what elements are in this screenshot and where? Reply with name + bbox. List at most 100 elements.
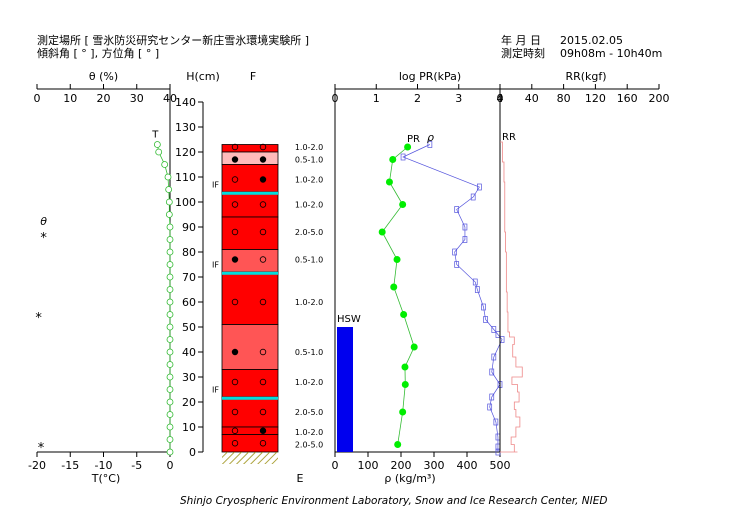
header-time-value: 09h08m - 10h40m bbox=[560, 47, 663, 60]
snow-profile-panel: 0 10 20 30 40 50 60 70 80 90 100 110 120 130 140 H(cm) F… bbox=[175, 70, 323, 485]
density-tick-label: 100 bbox=[358, 459, 379, 472]
snow-layer bbox=[221, 324, 279, 370]
left-panel: 0 10 20 30 40 θ (%) -20 -15 -10 -5 0 T(°C) Tθ * * * bbox=[28, 70, 177, 485]
temperature-point bbox=[166, 223, 174, 231]
temperature-tick-label: -5 bbox=[131, 459, 142, 472]
rr-tick-label: 160 bbox=[617, 92, 638, 105]
ice-layer-label: IF bbox=[212, 260, 219, 269]
temperature-point bbox=[161, 161, 169, 168]
footer-credit: Shinjo Cryospheric Environment Laborator… bbox=[180, 495, 608, 507]
grain-shape-symbol bbox=[259, 378, 267, 386]
pr-tick-label: 0 bbox=[332, 92, 339, 105]
temperature-point bbox=[166, 398, 174, 406]
theta-marker: * bbox=[35, 311, 42, 326]
height-tick-label: 120 bbox=[175, 146, 196, 159]
temperature-point bbox=[166, 286, 174, 293]
hsw-bar bbox=[337, 327, 353, 452]
height-tick-label: 80 bbox=[182, 246, 196, 259]
snow-layer bbox=[221, 164, 279, 193]
grain-shape-symbol bbox=[259, 228, 267, 236]
snow-layer bbox=[221, 271, 279, 325]
density-point bbox=[389, 156, 397, 163]
grain-size-label: 1.0-2.0 bbox=[295, 298, 323, 307]
pr-series-label: PR bbox=[407, 134, 420, 145]
pr-point bbox=[470, 193, 476, 201]
temperature-point bbox=[155, 148, 163, 156]
height-tick-label: 40 bbox=[182, 346, 196, 359]
temperature-axis-title: T(°C) bbox=[91, 472, 120, 485]
temperature-point bbox=[165, 211, 173, 218]
density-point bbox=[378, 228, 386, 236]
grain-size-label: 0.5-1.0 bbox=[295, 156, 323, 165]
snow-layer bbox=[221, 249, 279, 273]
density-point bbox=[399, 201, 407, 208]
rr-series-label: RR bbox=[502, 132, 516, 143]
temperature-tick-label: -10 bbox=[95, 459, 113, 472]
temperature-point bbox=[166, 248, 174, 256]
snow-layer bbox=[221, 191, 279, 218]
rr-tick-label: 200 bbox=[649, 92, 670, 105]
ice-layer-label: IF bbox=[212, 385, 219, 394]
grain-size-label: 1.0-2.0 bbox=[295, 176, 323, 185]
theta-tick-label: 20 bbox=[97, 92, 111, 105]
density-point bbox=[394, 441, 402, 448]
theta-tick-label: 30 bbox=[130, 92, 144, 105]
height-tick-label: 50 bbox=[182, 321, 196, 334]
grain-shape-symbol bbox=[231, 427, 239, 434]
temperature-point bbox=[166, 348, 174, 356]
snow-layer bbox=[221, 396, 279, 428]
ice-layer bbox=[222, 396, 278, 400]
temperature-point bbox=[166, 423, 174, 431]
grain-shape-symbol bbox=[231, 298, 239, 306]
rr-step-line bbox=[500, 141, 523, 453]
density-point bbox=[390, 283, 398, 291]
rr-tick-label: 80 bbox=[557, 92, 571, 105]
grain-shape-symbol bbox=[259, 440, 267, 447]
pr-point bbox=[493, 418, 499, 426]
grain-size-label: 2.0-5.0 bbox=[295, 441, 323, 450]
temperature-point bbox=[166, 436, 174, 443]
grain-shape-symbol bbox=[231, 201, 239, 208]
pr-point bbox=[474, 286, 480, 293]
temperature-tick-label: -15 bbox=[61, 459, 79, 472]
height-tick-label: 10 bbox=[182, 421, 196, 434]
pr-point bbox=[487, 403, 493, 411]
temperature-point bbox=[165, 198, 173, 206]
snow-layer bbox=[221, 434, 279, 453]
temperature-tick-label: 0 bbox=[167, 459, 174, 472]
grain-shape-symbol bbox=[231, 348, 239, 356]
grain-shape-symbol bbox=[231, 440, 239, 447]
pr-point bbox=[472, 278, 478, 286]
pr-axis-title: log PR(kPa) bbox=[399, 70, 461, 83]
density-point bbox=[410, 343, 418, 351]
pr-point bbox=[489, 393, 495, 401]
temperature-point bbox=[166, 236, 174, 243]
temperature-point bbox=[165, 186, 173, 193]
grain-shape-symbol bbox=[259, 201, 267, 208]
grain-size-label: 0.5-1.0 bbox=[295, 348, 323, 357]
pr-point bbox=[454, 206, 460, 213]
temperature-point bbox=[166, 386, 174, 393]
pr-point bbox=[491, 353, 497, 361]
grain-shape-symbol bbox=[259, 143, 267, 151]
snow-layer bbox=[221, 369, 279, 398]
grain-size-label: 1.0-2.0 bbox=[295, 143, 323, 152]
pr-tick-label: 1 bbox=[373, 92, 380, 105]
height-axis-title: H(cm) bbox=[186, 70, 220, 83]
density-tick-label: 200 bbox=[391, 459, 412, 472]
temperature-point bbox=[166, 448, 174, 456]
grain-shape-symbol bbox=[259, 156, 267, 163]
grain-shape-symbol bbox=[259, 427, 267, 434]
header-date-value: 2015.02.05 bbox=[560, 34, 623, 47]
density-point bbox=[399, 408, 407, 416]
temperature-point bbox=[166, 411, 174, 418]
temperature-point bbox=[166, 361, 174, 368]
grain-shape-symbol bbox=[259, 348, 267, 356]
pr-point bbox=[452, 248, 457, 256]
grain-shape-symbol bbox=[259, 256, 267, 263]
pr-point bbox=[454, 261, 460, 268]
grain-shape-symbol bbox=[231, 228, 239, 236]
grain-size-label: 1.0-2.0 bbox=[295, 428, 323, 437]
